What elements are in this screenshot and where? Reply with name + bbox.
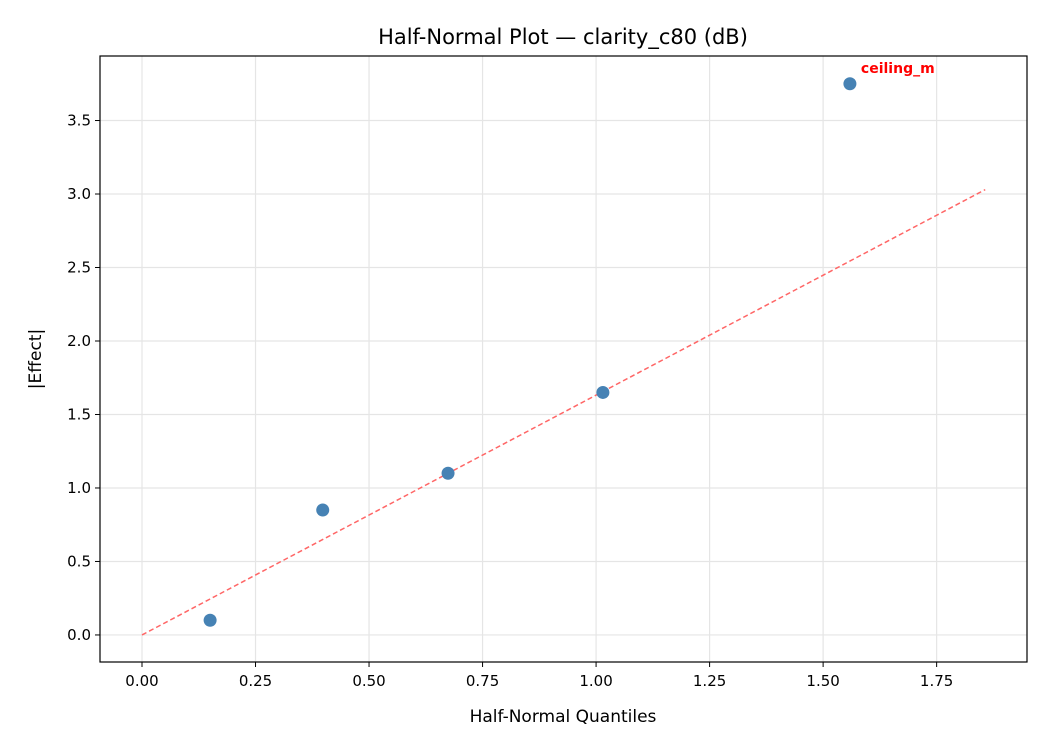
x-ticks: 0.00 0.25 0.50 0.75 1.00 1.25 1.50 1.75 [125, 662, 953, 690]
annotations-group: ceiling_m [861, 61, 935, 77]
y-tick-label: 2.5 [67, 259, 91, 277]
x-tick-label: 0.00 [125, 672, 158, 690]
y-axis-label: |Effect| [26, 329, 46, 389]
x-tick-label: 1.00 [579, 672, 612, 690]
y-tick-label: 3.5 [67, 112, 91, 130]
data-point [843, 77, 857, 91]
y-ticks: 0.0 0.5 1.0 1.5 2.0 2.5 3.0 3.5 [67, 112, 100, 644]
x-tick-label: 1.75 [920, 672, 953, 690]
data-point [316, 503, 330, 517]
y-tick-label: 0.0 [67, 626, 91, 644]
reference-line [141, 188, 986, 636]
data-point [596, 385, 610, 399]
x-tick-label: 0.50 [352, 672, 385, 690]
chart-title: Half-Normal Plot — clarity_c80 (dB) [378, 25, 748, 50]
y-tick-label: 0.5 [67, 552, 91, 570]
points-group [203, 77, 857, 627]
data-point [441, 466, 455, 480]
x-tick-label: 0.75 [466, 672, 499, 690]
y-tick-label: 2.0 [67, 332, 91, 350]
reference-line-group [141, 188, 986, 636]
grid [100, 56, 1027, 662]
x-tick-label: 0.25 [239, 672, 272, 690]
y-tick-label: 1.5 [67, 405, 91, 423]
x-tick-label: 1.50 [806, 672, 839, 690]
point-annotation: ceiling_m [861, 61, 935, 77]
x-tick-label: 1.25 [693, 672, 726, 690]
data-point [203, 613, 217, 627]
x-axis-label: Half-Normal Quantiles [470, 707, 657, 727]
plot-frame [99, 55, 1028, 663]
y-tick-label: 1.0 [67, 479, 91, 497]
y-tick-label: 3.0 [67, 185, 91, 203]
